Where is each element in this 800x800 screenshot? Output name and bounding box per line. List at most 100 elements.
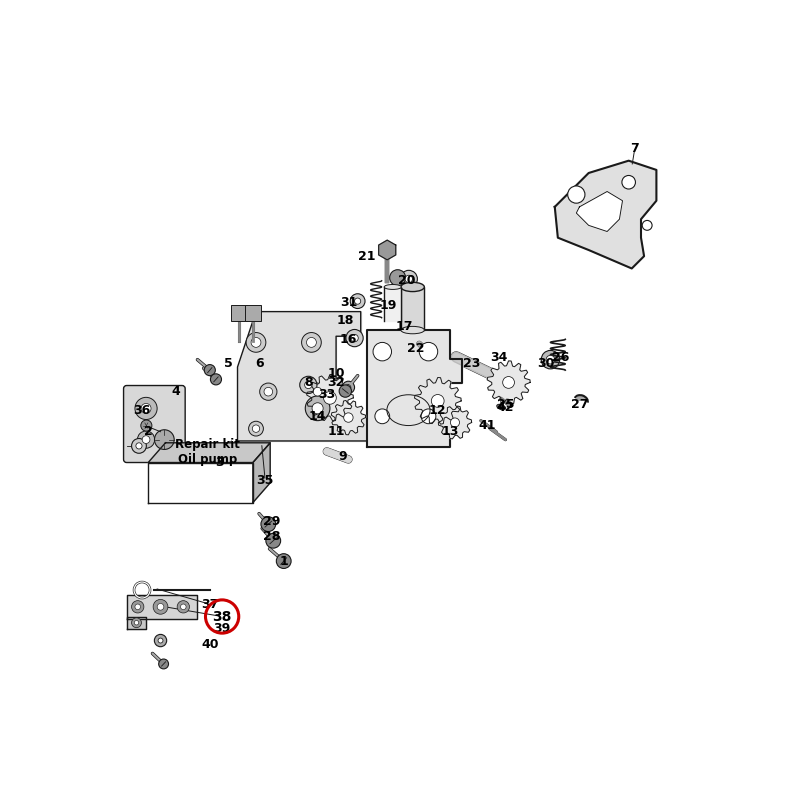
Circle shape xyxy=(431,394,444,407)
Polygon shape xyxy=(576,191,622,231)
Circle shape xyxy=(568,186,585,203)
Circle shape xyxy=(138,431,154,448)
Circle shape xyxy=(141,403,151,414)
Text: 28: 28 xyxy=(262,530,280,543)
Polygon shape xyxy=(148,443,270,462)
Circle shape xyxy=(400,270,418,287)
Circle shape xyxy=(622,175,635,189)
Circle shape xyxy=(390,270,406,286)
Text: 6: 6 xyxy=(254,358,263,370)
Ellipse shape xyxy=(401,326,424,334)
Text: 14: 14 xyxy=(309,410,326,423)
Polygon shape xyxy=(367,330,462,447)
Text: 18: 18 xyxy=(337,314,354,327)
Circle shape xyxy=(276,554,291,569)
Circle shape xyxy=(260,383,277,400)
Circle shape xyxy=(323,391,336,404)
Circle shape xyxy=(135,398,157,419)
Text: 40: 40 xyxy=(201,638,218,650)
Circle shape xyxy=(373,342,391,361)
Text: 22: 22 xyxy=(407,342,425,355)
Circle shape xyxy=(158,638,163,643)
Text: 5: 5 xyxy=(224,358,233,370)
Circle shape xyxy=(546,355,554,364)
Circle shape xyxy=(261,517,276,531)
Polygon shape xyxy=(253,443,270,502)
Polygon shape xyxy=(575,395,587,400)
Circle shape xyxy=(350,294,365,309)
Text: 8: 8 xyxy=(304,376,313,389)
Text: 2: 2 xyxy=(144,426,153,438)
Polygon shape xyxy=(384,287,402,321)
Text: 23: 23 xyxy=(463,358,480,370)
Circle shape xyxy=(309,383,326,400)
Circle shape xyxy=(142,436,150,443)
Text: 19: 19 xyxy=(380,299,397,312)
Circle shape xyxy=(135,604,141,610)
Circle shape xyxy=(246,333,266,352)
Text: 32: 32 xyxy=(327,376,345,389)
Text: 10: 10 xyxy=(327,366,345,380)
Circle shape xyxy=(131,438,146,454)
Polygon shape xyxy=(148,462,253,502)
Text: 25: 25 xyxy=(497,398,514,410)
Circle shape xyxy=(157,603,164,610)
Circle shape xyxy=(154,634,166,646)
Text: 3: 3 xyxy=(214,456,223,469)
Polygon shape xyxy=(487,361,530,404)
Text: 20: 20 xyxy=(398,274,416,287)
Circle shape xyxy=(375,409,390,424)
Circle shape xyxy=(421,409,436,424)
Circle shape xyxy=(177,601,190,613)
Circle shape xyxy=(346,385,351,390)
Circle shape xyxy=(314,387,322,396)
Circle shape xyxy=(344,413,353,422)
Text: 34: 34 xyxy=(490,351,508,364)
Text: 13: 13 xyxy=(442,426,458,438)
Circle shape xyxy=(502,377,514,388)
Circle shape xyxy=(306,338,316,347)
Bar xyxy=(245,306,261,322)
Text: 4: 4 xyxy=(171,385,180,398)
Polygon shape xyxy=(378,240,396,260)
Polygon shape xyxy=(126,617,146,629)
Text: 36: 36 xyxy=(134,404,150,417)
Text: 35: 35 xyxy=(257,474,274,487)
Bar xyxy=(231,306,247,322)
Polygon shape xyxy=(438,406,472,439)
Circle shape xyxy=(542,350,560,369)
FancyBboxPatch shape xyxy=(123,386,185,462)
Circle shape xyxy=(354,298,361,304)
Text: 11: 11 xyxy=(327,426,345,438)
Text: 7: 7 xyxy=(630,142,639,155)
Text: 9: 9 xyxy=(338,450,346,463)
Circle shape xyxy=(419,342,438,361)
Polygon shape xyxy=(401,287,424,330)
Circle shape xyxy=(158,659,169,669)
Circle shape xyxy=(346,330,363,346)
Circle shape xyxy=(405,275,413,282)
Circle shape xyxy=(153,599,168,614)
Polygon shape xyxy=(238,311,367,441)
Circle shape xyxy=(136,443,142,449)
Circle shape xyxy=(210,374,222,385)
Ellipse shape xyxy=(384,285,402,290)
Text: 16: 16 xyxy=(340,333,357,346)
Ellipse shape xyxy=(497,404,506,410)
Ellipse shape xyxy=(401,282,424,291)
Text: 12: 12 xyxy=(429,404,446,417)
Text: 33: 33 xyxy=(318,388,335,402)
Circle shape xyxy=(266,534,281,548)
Circle shape xyxy=(134,621,138,625)
Text: 1: 1 xyxy=(279,554,288,567)
Text: 17: 17 xyxy=(395,321,413,334)
Text: 21: 21 xyxy=(358,250,376,262)
Text: 30: 30 xyxy=(537,358,554,370)
Circle shape xyxy=(141,420,152,431)
Circle shape xyxy=(249,422,263,436)
Circle shape xyxy=(252,425,260,432)
Text: 29: 29 xyxy=(262,514,280,527)
Polygon shape xyxy=(331,401,366,435)
Circle shape xyxy=(302,333,322,352)
Circle shape xyxy=(181,604,186,610)
